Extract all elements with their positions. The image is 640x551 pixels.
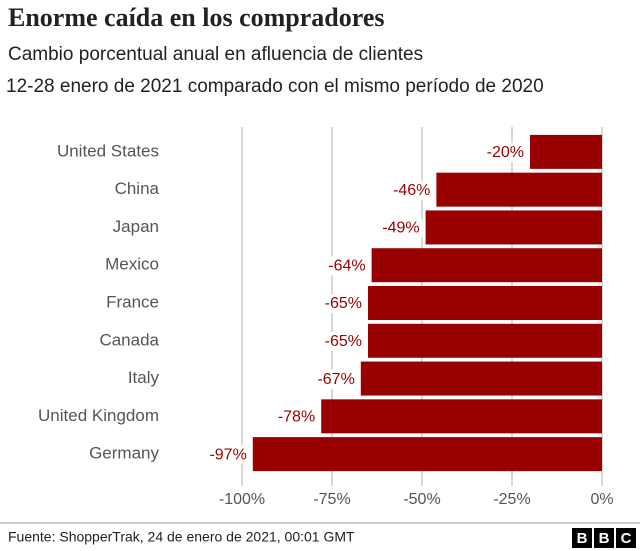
value-label: -64% — [328, 257, 365, 274]
value-label: -78% — [278, 409, 315, 426]
value-label: -97% — [209, 446, 246, 463]
value-label-bg — [274, 407, 319, 427]
y-tick-label: Japan — [113, 217, 159, 236]
value-label: -65% — [325, 333, 362, 350]
bar — [371, 248, 602, 283]
logo-letter: C — [621, 530, 632, 547]
logo-box — [594, 528, 614, 548]
x-tick-label: -50% — [403, 491, 440, 508]
chart-note: 12-28 enero de 2021 comparado con el mis… — [6, 76, 544, 97]
chart-subtitle: Cambio porcentual anual en afluencia de … — [8, 44, 423, 65]
value-label: -20% — [487, 144, 524, 161]
source: Fuente: ShopperTrak, 24 de enero de 2021… — [8, 529, 355, 545]
note-box: 12-28 enero de 2021 comparado con el mis… — [6, 76, 544, 97]
value-label-bg — [321, 294, 365, 314]
y-tick-label: Mexico — [105, 255, 159, 274]
value-label: -65% — [325, 295, 362, 312]
bar — [530, 134, 602, 169]
y-tick-label: Italy — [128, 368, 160, 387]
value-label: -67% — [317, 371, 354, 388]
bar — [321, 399, 602, 434]
y-tick-label: Canada — [99, 330, 159, 349]
logo-letter: B — [577, 530, 588, 547]
value-label-bg — [325, 256, 369, 276]
value-label-bg — [379, 218, 423, 238]
bar — [425, 210, 602, 245]
value-label-bg — [483, 143, 527, 163]
logo-box — [616, 528, 636, 548]
value-label-bg — [314, 369, 358, 389]
value-label-bg — [206, 445, 250, 465]
y-tick-label: Germany — [89, 444, 159, 463]
logo-letter: B — [599, 530, 610, 547]
y-tick-label: United Kingdom — [38, 406, 159, 425]
value-label: -46% — [393, 182, 430, 199]
x-tick-label: -100% — [219, 491, 265, 508]
chart-title: Enorme caída en los compradores — [8, 3, 385, 32]
x-tick-label: -25% — [493, 491, 530, 508]
value-label-bg — [321, 331, 365, 352]
bar — [368, 286, 602, 320]
y-tick-label: France — [106, 292, 159, 311]
x-tick-label: -75% — [313, 491, 350, 508]
value-label: -49% — [382, 220, 419, 237]
value-label-bg — [390, 180, 434, 200]
y-tick-label: China — [115, 179, 160, 198]
bar — [368, 323, 602, 358]
bar — [252, 437, 603, 472]
bar — [360, 361, 602, 396]
y-tick-label: United States — [57, 141, 159, 160]
logo-box — [572, 528, 592, 548]
x-tick-label: 0% — [590, 491, 613, 508]
bar — [436, 172, 602, 207]
